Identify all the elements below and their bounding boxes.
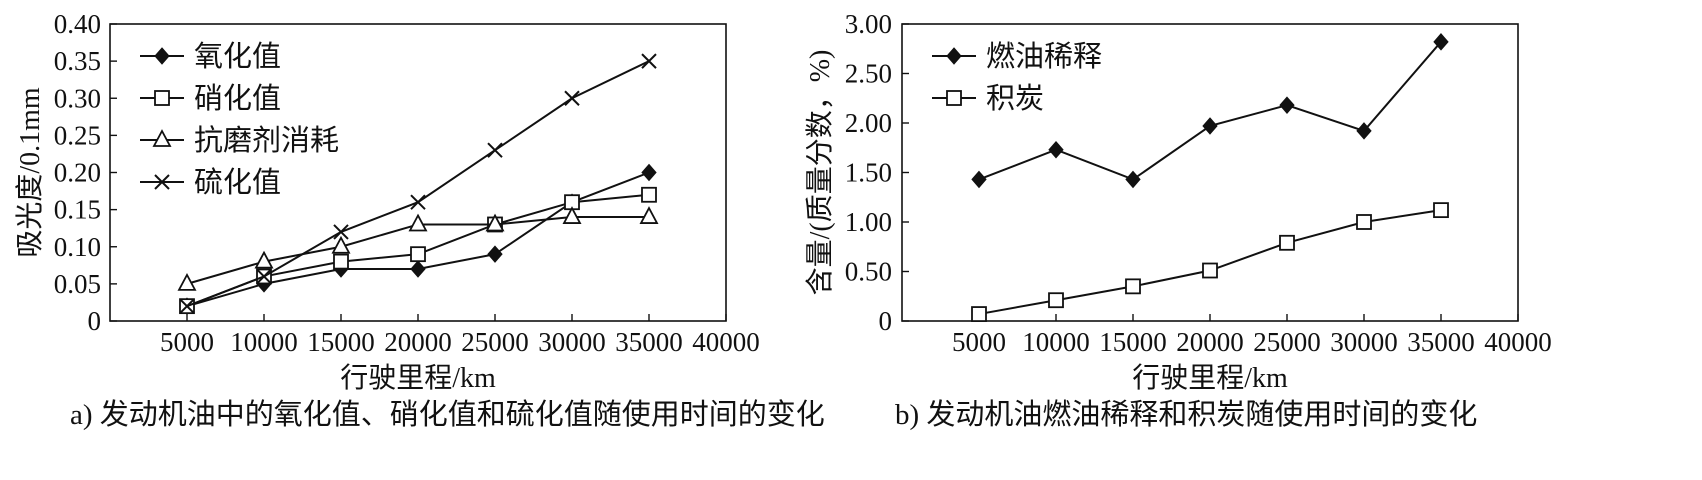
series-2 [971,202,1449,322]
data-point [1356,214,1372,230]
data-point [971,170,987,189]
y-tick-label: 0.05 [54,269,101,299]
legend-marker [152,129,172,147]
data-point [562,206,582,224]
data-point [410,260,426,278]
data-point [1202,262,1218,279]
data-point [1279,96,1295,114]
legend-marker [946,47,962,65]
data-point [1356,122,1372,140]
x-axis-label: 行驶里程/km [340,362,496,394]
legend-label: 氧化值 [194,40,281,73]
y-tick-label: 0.10 [54,232,101,262]
x-axis-label: 行驶里程/km [1132,362,1288,394]
data-point [1048,140,1064,159]
x-tick-label: 5000 [160,327,214,357]
x-tick-label: 5000 [952,327,1006,357]
legend-label: 硫化值 [194,166,281,199]
y-tick-label: 0.20 [54,158,101,188]
legend-label: 硝化值 [194,82,281,115]
data-point [1433,33,1449,51]
y-tick-label: 0.50 [845,257,892,287]
x-tick-label: 20000 [384,327,452,357]
x-tick-label: 30000 [538,327,606,357]
data-point [1125,278,1141,295]
x-tick-label: 35000 [1407,327,1475,357]
data-point [487,142,503,158]
legend-marker [946,90,962,106]
data-point [1279,234,1295,251]
x-tick-label: 10000 [1022,327,1090,357]
series-4 [179,53,657,314]
data-point [485,213,505,232]
y-axis-label: 含量/(质量分数，%) [804,50,836,296]
data-point [971,306,987,322]
y-tick-label: 2.00 [845,108,892,138]
legend-marker [154,47,170,65]
y-tick-label: 2.50 [845,59,892,89]
x-tick-label: 30000 [1330,327,1398,357]
x-tick-label: 25000 [461,327,529,357]
y-tick-label: 0.40 [54,9,101,39]
y-tick-label: 0.15 [54,195,101,225]
data-point [564,90,580,106]
y-tick-label: 0.25 [54,120,101,150]
data-point [410,194,426,210]
x-tick-label: 35000 [615,327,683,357]
data-point [1202,117,1218,135]
y-tick-label: 0 [88,306,102,336]
chart-caption: a) 发动机油中的氧化值、硝化值和硫化值随使用时间的变化 [70,398,825,431]
y-tick-label: 0.30 [54,83,101,113]
y-tick-label: 3.00 [845,9,892,39]
data-point [333,253,349,270]
data-point [331,235,351,254]
x-tick-label: 40000 [692,327,760,357]
data-point [256,268,272,285]
chart-b: 0 0.50 1.00 1.50 2.00 2.50 3.00 5000 10000 15000 2… [804,9,1552,431]
y-axis-label: 吸光度/0.1mm [14,87,46,258]
legend-label: 抗磨剂消耗 [194,124,339,157]
data-point [333,224,349,240]
y-tick-label: 0.35 [54,46,101,76]
data-point [641,53,657,69]
data-point [487,245,503,263]
y-tick-label: 1.00 [845,207,892,237]
y-tick-label: 1.50 [845,158,892,188]
x-tick-label: 25000 [1253,327,1321,357]
legend-marker [154,174,170,190]
x-tick-label: 10000 [230,327,298,357]
x-tick-label: 15000 [307,327,375,357]
data-point [641,186,657,203]
legend-label: 积炭 [986,83,1044,115]
data-point [410,246,426,263]
series-2 [179,186,657,315]
x-tick-label: 40000 [1484,327,1552,357]
data-point [179,298,195,314]
data-point [639,206,659,224]
series-1 [971,33,1449,189]
x-tick-label: 15000 [1099,327,1167,357]
series-3 [177,206,659,291]
y-tick-label: 0 [879,306,893,336]
x-tick-label: 20000 [1176,327,1244,357]
legend-marker [154,90,170,106]
data-point [408,213,428,232]
chart-a: 0 0.05 0.10 0.15 0.20 0.25 0.30 0.35 0.40 5000 100… [14,9,825,431]
data-point [177,272,197,291]
data-point [1048,292,1064,309]
legend-label: 燃油稀释 [986,40,1102,73]
chart-caption: b) 发动机油燃油稀释和积炭随使用时间的变化 [895,398,1477,431]
data-point [1125,170,1141,189]
data-point [254,250,274,269]
data-point [641,163,657,182]
data-point [1433,202,1449,219]
